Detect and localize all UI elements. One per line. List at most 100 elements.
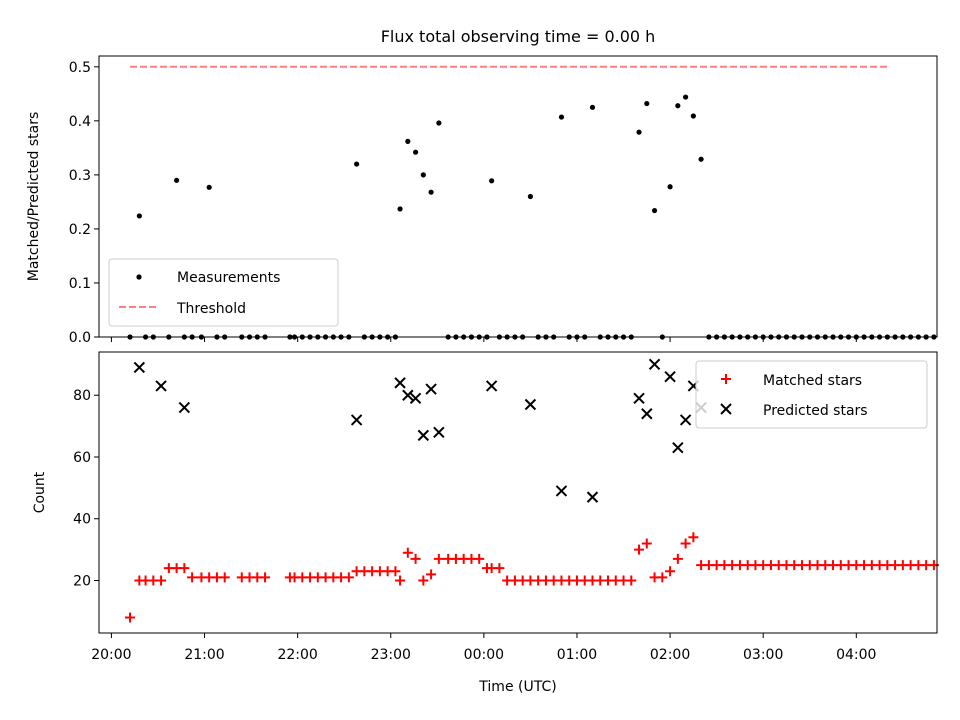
time-x-tick-label: 01:00 [557, 647, 597, 663]
measurement-point [558, 114, 565, 120]
predicted-stars-point [555, 485, 568, 497]
count-y-tick-label: 60 [73, 450, 91, 466]
measurement-point [698, 156, 704, 162]
measurement-point [675, 103, 681, 109]
matched-stars-point [626, 575, 637, 586]
time-x-tick-label: 04:00 [836, 647, 876, 663]
matched-stars-point [433, 553, 444, 564]
count-y-tick-label: 20 [73, 574, 91, 590]
ratio-y-tick-label: 0.3 [69, 168, 91, 184]
count-y-axis: 20 40 60 80 [73, 388, 99, 590]
time-x-axis: 20:00 21:00 22:00 23:00 00:00 01:00 02:00 03:00… [91, 633, 876, 663]
time-x-axis-label: Time (UTC) [478, 679, 556, 695]
measurement-point [644, 100, 650, 107]
measurement-point [136, 213, 142, 219]
measurements-legend-label: Measurements [177, 270, 280, 286]
ratio-y-axis-label: Matched/Predicted stars [26, 112, 42, 282]
time-x-tick-label: 20:00 [91, 647, 131, 663]
time-x-tick-label: 03:00 [743, 647, 783, 663]
predicted-stars-point [178, 401, 191, 414]
measurement-point [589, 104, 596, 110]
ratio-legend-box [108, 258, 339, 327]
matched-stars-point [657, 572, 668, 583]
chart-title: Flux total observing time = 0.00 h [381, 27, 656, 46]
matched-stars-point [418, 575, 429, 586]
predicted-stars-point [672, 442, 684, 454]
predicted-stars-point [417, 429, 430, 442]
time-x-tick-label: 02:00 [650, 647, 690, 663]
measurement-point [683, 94, 689, 100]
count-axes-frame [98, 351, 938, 634]
matched-stars-point [390, 566, 401, 577]
matched-stars-point [395, 575, 406, 586]
matched-stars-point [343, 572, 354, 583]
count-y-tick-label: 40 [73, 512, 91, 528]
matched-stars-point [187, 572, 198, 583]
measurement-point [173, 177, 180, 183]
predicted-stars-point [641, 408, 653, 420]
ratio-y-tick-label: 0.1 [69, 276, 91, 292]
matched-stars-point [410, 553, 421, 564]
ratio-y-tick-label: 0.0 [69, 330, 91, 346]
measurement-point [636, 129, 642, 135]
matched-stars-point [402, 547, 413, 558]
matched-stars-point [665, 566, 676, 577]
predicted-stars-point [433, 426, 445, 438]
count-panel: 20 40 60 80 20:00 21:00 22:00 23:00 00:00 01:00 0… [32, 351, 939, 695]
threshold-legend-label: Threshold [176, 301, 246, 317]
measurement-point [354, 161, 360, 167]
measurement-point [397, 206, 403, 212]
predicted-stars-legend-marker [720, 403, 732, 415]
matched-stars-point [260, 572, 271, 583]
time-x-tick-label: 23:00 [371, 647, 411, 663]
measurement-point [428, 189, 434, 195]
predicted-stars-legend-label: Predicted stars [763, 403, 868, 419]
ratio-y-tick-label: 0.5 [69, 60, 91, 76]
ratio-axes-frame [98, 55, 938, 338]
predicted-stars-point [648, 358, 661, 371]
time-x-tick-label: 22:00 [277, 647, 317, 663]
predicted-stars-series [133, 358, 707, 503]
measurement-point [420, 172, 426, 178]
measurement-point [206, 184, 212, 190]
measurement-point [667, 184, 673, 190]
count-legend-box [695, 360, 928, 429]
matched-stars-point [125, 612, 136, 623]
measurement-point [436, 120, 442, 126]
matched-stars-legend-marker [721, 374, 731, 384]
measurement-point [651, 207, 658, 214]
predicted-stars-point [524, 398, 537, 411]
count-y-axis-label: Count [32, 471, 48, 513]
measurement-point [405, 138, 411, 144]
count-y-tick-label: 80 [73, 388, 91, 404]
matched-stars-legend-label: Matched stars [763, 373, 862, 389]
predicted-stars-point [402, 389, 414, 401]
matched-stars-point [641, 538, 652, 549]
predicted-stars-point [133, 361, 146, 374]
matched-stars-point [680, 538, 691, 549]
measurements-legend-marker [136, 274, 142, 280]
predicted-stars-point [586, 491, 599, 503]
time-x-tick-label: 21:00 [184, 647, 224, 663]
matched-stars-series [125, 532, 939, 623]
ratio-y-tick-label: 0.4 [69, 114, 91, 130]
ratio-legend: Measurements Threshold [108, 258, 339, 327]
predicted-stars-point [633, 392, 645, 405]
predicted-stars-point [664, 370, 676, 383]
matched-stars-point [474, 553, 485, 564]
matched-stars-point [688, 532, 699, 543]
matched-stars-point [219, 572, 230, 583]
matched-stars-point [634, 544, 645, 555]
ratio-panel: Flux total observing time = 0.00 h 0.0 0.… [26, 27, 938, 346]
measurement-point [412, 149, 419, 155]
predicted-stars-point [485, 380, 498, 392]
measurement-point [489, 178, 495, 184]
time-x-tick-label: 00:00 [464, 647, 504, 663]
count-legend: Matched stars Predicted stars [695, 360, 928, 429]
measurement-point [690, 113, 696, 119]
measurement-point [527, 193, 534, 200]
predicted-stars-point [350, 414, 363, 426]
matched-stars-point [494, 563, 505, 574]
